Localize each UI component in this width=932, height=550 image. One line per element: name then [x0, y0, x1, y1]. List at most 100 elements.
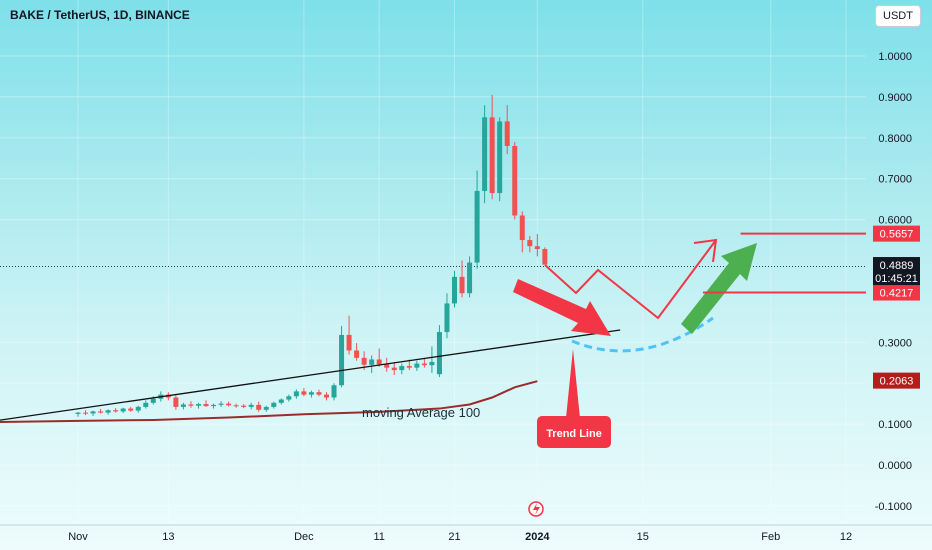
- candle[interactable]: [316, 389, 322, 397]
- candle[interactable]: [248, 402, 254, 410]
- time-tick-label: Feb: [761, 531, 780, 543]
- candle[interactable]: [271, 401, 277, 409]
- candle[interactable]: [113, 408, 119, 413]
- candle[interactable]: [256, 401, 262, 412]
- candle-body: [263, 406, 269, 410]
- candle[interactable]: [263, 405, 269, 412]
- candle[interactable]: [542, 247, 548, 265]
- candle[interactable]: [519, 211, 525, 253]
- candle[interactable]: [444, 293, 450, 339]
- time-axis[interactable]: Nov 13 Dec 11 21 2024 15 Feb 12: [0, 524, 932, 543]
- candle[interactable]: [429, 346, 435, 373]
- candle[interactable]: [534, 233, 540, 257]
- candle-body: [376, 359, 382, 365]
- candle[interactable]: [339, 325, 345, 388]
- candle-body: [346, 334, 352, 351]
- candle[interactable]: [286, 394, 292, 402]
- candle[interactable]: [180, 402, 186, 410]
- candle[interactable]: [188, 401, 194, 408]
- candle-body: [429, 361, 435, 366]
- candle-body: [83, 412, 89, 414]
- candle[interactable]: [489, 94, 495, 200]
- candle[interactable]: [143, 400, 149, 409]
- candle[interactable]: [323, 392, 329, 401]
- candle-body: [421, 363, 427, 366]
- price-axis[interactable]: 1.0000 0.9000 0.8000 0.7000 0.6000 0.3000 0.20…: [866, 0, 932, 550]
- candle[interactable]: [482, 105, 488, 204]
- candle-body: [323, 394, 329, 398]
- candle[interactable]: [301, 388, 307, 397]
- candle[interactable]: [346, 315, 352, 355]
- candle[interactable]: [226, 401, 232, 407]
- candle[interactable]: [195, 402, 201, 409]
- price-tick-label: -0.1000: [875, 501, 912, 513]
- candle[interactable]: [384, 357, 390, 372]
- candle[interactable]: [459, 260, 465, 298]
- candle[interactable]: [331, 383, 337, 401]
- price-tick-label: 0.0000: [878, 460, 912, 472]
- candle[interactable]: [75, 411, 81, 417]
- candle-body: [308, 392, 314, 395]
- candle[interactable]: [376, 348, 382, 367]
- candle-body: [459, 276, 465, 294]
- target-level-badge-bg: [873, 225, 920, 242]
- red-arrow: [513, 279, 611, 336]
- current-price-badge-bg: [873, 257, 920, 286]
- candles[interactable]: [75, 94, 548, 417]
- candle-body: [195, 404, 201, 406]
- candle[interactable]: [120, 407, 126, 414]
- moving-average-badge-bg: [873, 372, 920, 389]
- candle[interactable]: [278, 398, 284, 405]
- candle[interactable]: [293, 389, 299, 399]
- candle-body: [75, 412, 81, 414]
- currency-button[interactable]: USDT: [875, 5, 921, 27]
- candle[interactable]: [504, 105, 510, 155]
- dashed-curve: [571, 316, 714, 353]
- moving-average-layer: [0, 380, 538, 424]
- candle[interactable]: [354, 343, 360, 361]
- candle[interactable]: [421, 357, 427, 368]
- candle-body: [278, 399, 284, 403]
- candle-body: [218, 403, 224, 405]
- candle[interactable]: [173, 395, 179, 410]
- candle[interactable]: [105, 409, 111, 415]
- candle[interactable]: [241, 404, 247, 409]
- projection-zigzag: [544, 239, 717, 320]
- candle-body: [143, 402, 149, 407]
- trend-line: [0, 329, 621, 421]
- candle[interactable]: [497, 117, 503, 202]
- candle[interactable]: [474, 170, 480, 269]
- candle[interactable]: [98, 408, 104, 414]
- candle[interactable]: [135, 405, 141, 413]
- price-tick-label: 0.9000: [878, 92, 912, 104]
- candle-body: [180, 404, 186, 407]
- candle[interactable]: [233, 403, 239, 408]
- candle[interactable]: [436, 325, 442, 378]
- lightning-icon: [533, 503, 540, 515]
- candle[interactable]: [369, 355, 375, 373]
- candle[interactable]: [512, 141, 518, 220]
- candle-body: [384, 364, 390, 368]
- candle-body: [211, 404, 217, 407]
- candle-body: [444, 303, 450, 333]
- candle[interactable]: [211, 403, 217, 409]
- trend-callout-box: [537, 416, 611, 448]
- candle[interactable]: [452, 270, 457, 308]
- candle-body: [293, 391, 299, 397]
- candle-body: [248, 404, 254, 407]
- candle[interactable]: [308, 390, 314, 398]
- candle[interactable]: [527, 235, 533, 253]
- candle[interactable]: [128, 406, 134, 412]
- candle[interactable]: [414, 360, 420, 371]
- candle[interactable]: [467, 256, 473, 298]
- current-price-label: 0.4889: [880, 260, 914, 272]
- candle[interactable]: [90, 410, 96, 416]
- candle[interactable]: [399, 363, 405, 375]
- candle[interactable]: [218, 401, 224, 407]
- candle[interactable]: [203, 400, 209, 407]
- moving-average-label: moving Average 100: [362, 405, 480, 420]
- candle[interactable]: [391, 361, 397, 376]
- candle[interactable]: [83, 410, 89, 416]
- target-level-badge-bg: [873, 284, 920, 301]
